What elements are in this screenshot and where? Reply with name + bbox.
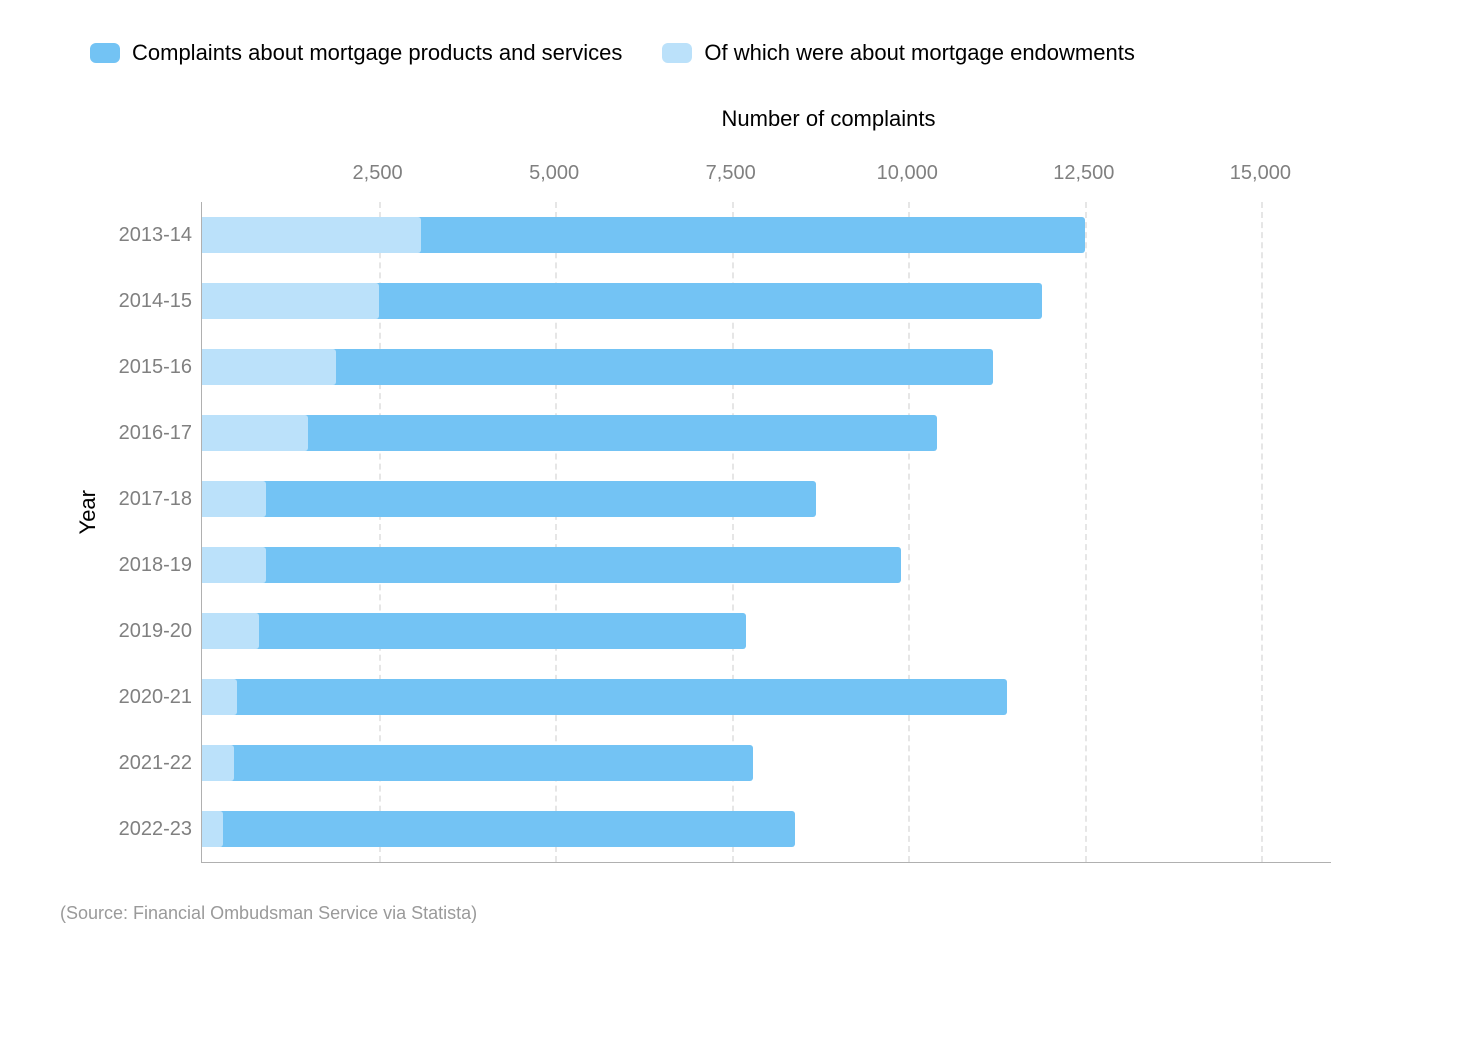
bar-row: 2021-22 — [202, 730, 1331, 796]
bar-row: 2013-14 — [202, 202, 1331, 268]
bar-main — [202, 547, 901, 583]
bar-main — [202, 745, 753, 781]
bar-sub — [202, 547, 266, 583]
x-axis-title: Number of complaints — [60, 106, 1407, 132]
source-text: (Source: Financial Ombudsman Service via… — [60, 903, 1407, 924]
bar-sub — [202, 349, 336, 385]
y-category-label: 2013-14 — [102, 224, 192, 247]
bar-row: 2019-20 — [202, 598, 1331, 664]
y-axis-title: Year — [60, 490, 101, 534]
bar-sub — [202, 679, 237, 715]
legend: Complaints about mortgage products and s… — [60, 40, 1407, 66]
bar-row: 2020-21 — [202, 664, 1331, 730]
bar-row: 2014-15 — [202, 268, 1331, 334]
x-tick-label: 2,500 — [353, 162, 403, 185]
bar-sub — [202, 415, 308, 451]
bar-row: 2016-17 — [202, 400, 1331, 466]
legend-swatch-main — [90, 43, 120, 63]
y-category-label: 2015-16 — [102, 356, 192, 379]
legend-swatch-sub — [662, 43, 692, 63]
bar-main — [202, 415, 937, 451]
y-category-label: 2016-17 — [102, 422, 192, 445]
y-category-label: 2021-22 — [102, 752, 192, 775]
x-tick-label: 10,000 — [877, 162, 938, 185]
legend-item-main: Complaints about mortgage products and s… — [90, 40, 622, 66]
chart-container: Complaints about mortgage products and s… — [60, 40, 1407, 924]
bar-group — [202, 283, 1331, 319]
bar-main — [202, 679, 1007, 715]
bar-row: 2015-16 — [202, 334, 1331, 400]
x-ticks: 2,500 5,000 7,500 10,000 12,500 15,000 — [201, 162, 1331, 202]
bar-sub — [202, 217, 421, 253]
bar-sub — [202, 283, 379, 319]
bar-group — [202, 349, 1331, 385]
y-category-label: 2020-21 — [102, 686, 192, 709]
bar-main — [202, 811, 795, 847]
y-category-label: 2017-18 — [102, 488, 192, 511]
bar-group — [202, 217, 1331, 253]
bar-group — [202, 415, 1331, 451]
bar-group — [202, 745, 1331, 781]
legend-label-sub: Of which were about mortgage endowments — [704, 40, 1134, 66]
bar-group — [202, 811, 1331, 847]
plot-wrap: Year 2,500 5,000 7,500 10,000 12,500 15,000 2… — [60, 162, 1407, 863]
y-category-label: 2014-15 — [102, 290, 192, 313]
bar-sub — [202, 745, 234, 781]
bar-sub — [202, 481, 266, 517]
x-tick-label: 7,500 — [706, 162, 756, 185]
bars-area: 2013-142014-152015-162016-172017-182018-… — [201, 202, 1331, 863]
plot: 2,500 5,000 7,500 10,000 12,500 15,000 2013-1… — [101, 162, 1331, 863]
bar-sub — [202, 613, 259, 649]
bar-main — [202, 613, 746, 649]
x-tick-label: 15,000 — [1230, 162, 1291, 185]
y-category-label: 2022-23 — [102, 818, 192, 841]
bar-group — [202, 481, 1331, 517]
y-category-label: 2019-20 — [102, 620, 192, 643]
y-category-label: 2018-19 — [102, 554, 192, 577]
bar-row: 2017-18 — [202, 466, 1331, 532]
x-tick-label: 12,500 — [1053, 162, 1114, 185]
legend-label-main: Complaints about mortgage products and s… — [132, 40, 622, 66]
bar-group — [202, 613, 1331, 649]
legend-item-sub: Of which were about mortgage endowments — [662, 40, 1134, 66]
x-tick-label: 5,000 — [529, 162, 579, 185]
bar-group — [202, 547, 1331, 583]
bar-main — [202, 481, 816, 517]
bar-row: 2018-19 — [202, 532, 1331, 598]
bar-row: 2022-23 — [202, 796, 1331, 862]
bar-group — [202, 679, 1331, 715]
bar-sub — [202, 811, 223, 847]
